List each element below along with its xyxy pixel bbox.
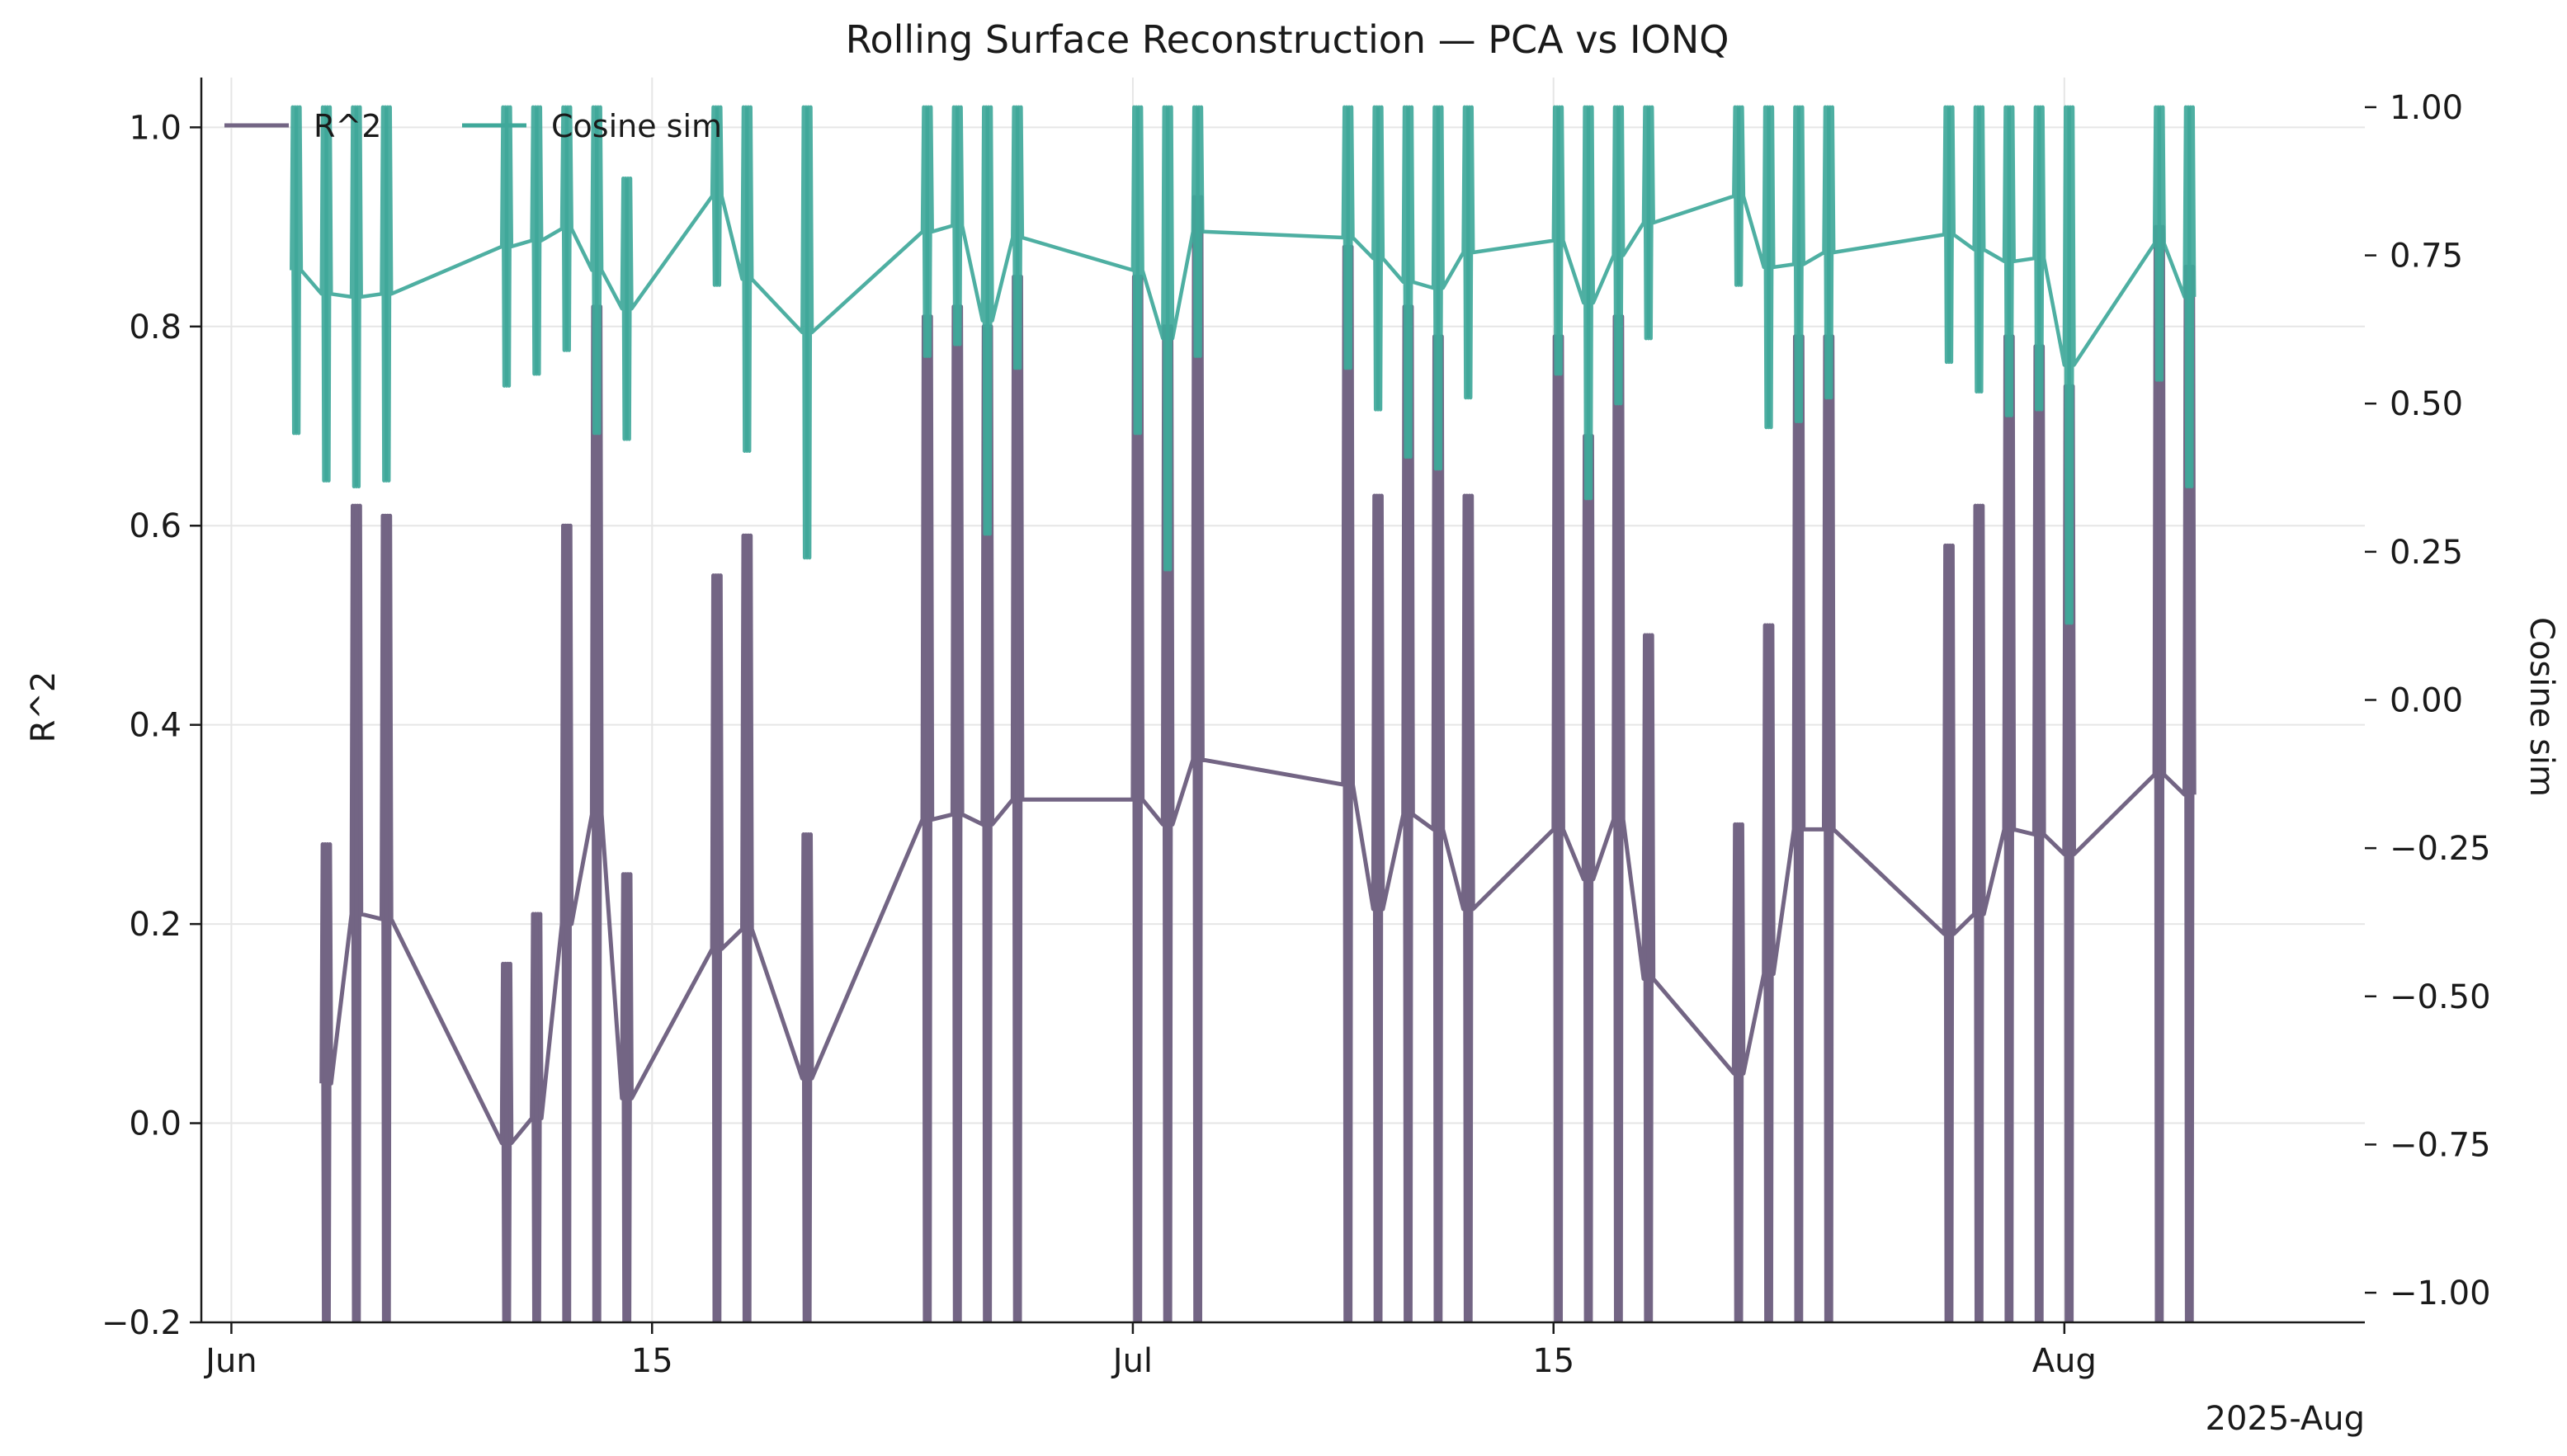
y-tick-label-right: 1.00 [2390,89,2463,127]
legend-label: Cosine sim [551,108,722,144]
axes-layer: −0.2 0.0 0.2 0.4 0.6 0.8 1.0 −1.00 −0.75 −0.50 −0.… [101,78,2491,1380]
cosine-series-layer [290,105,2197,625]
series-line [319,195,2197,1322]
y-tick-label-right: −0.25 [2390,830,2491,868]
chart-title: Rolling Surface Reconstruction — PCA vs … [846,17,1729,62]
y-axis-label-right: Cosine sim [2522,617,2560,797]
y-tick-label-right: 0.25 [2390,534,2463,572]
x-tick-label: 15 [631,1342,673,1380]
y-tick-label-right: 0.00 [2390,682,2463,720]
y-tick-label-left: 0.8 [129,309,182,346]
legend: R^2 Cosine sim [224,108,722,144]
r2-series-layer [319,195,2197,1322]
y-tick-label-right: 0.75 [2390,238,2463,276]
y-tick-label-left: 0.4 [129,707,182,745]
y-tick-label-left: 0.6 [129,507,182,545]
x-tick-label: Jul [1111,1342,1153,1380]
x-axis-offset-label: 2025-Aug [2206,1400,2365,1438]
series-line [290,105,2197,625]
y-tick-label-left: 0.2 [129,906,182,944]
y-tick-label-left: −0.2 [101,1304,182,1342]
x-tick-label: Jun [203,1342,257,1380]
y-tick-label-right: −0.75 [2390,1126,2491,1164]
y-tick-label-left: 0.0 [129,1105,182,1143]
y-axis-label-left: R^2 [25,671,63,743]
y-tick-label-left: 1.0 [129,109,182,147]
y-tick-label-right: −1.00 [2390,1275,2491,1312]
x-tick-label: 15 [1532,1342,1574,1380]
legend-label: R^2 [314,108,381,144]
y-tick-label-right: −0.50 [2390,978,2491,1016]
x-tick-label: Aug [2032,1342,2097,1380]
y-tick-label-right: 0.50 [2390,385,2463,423]
